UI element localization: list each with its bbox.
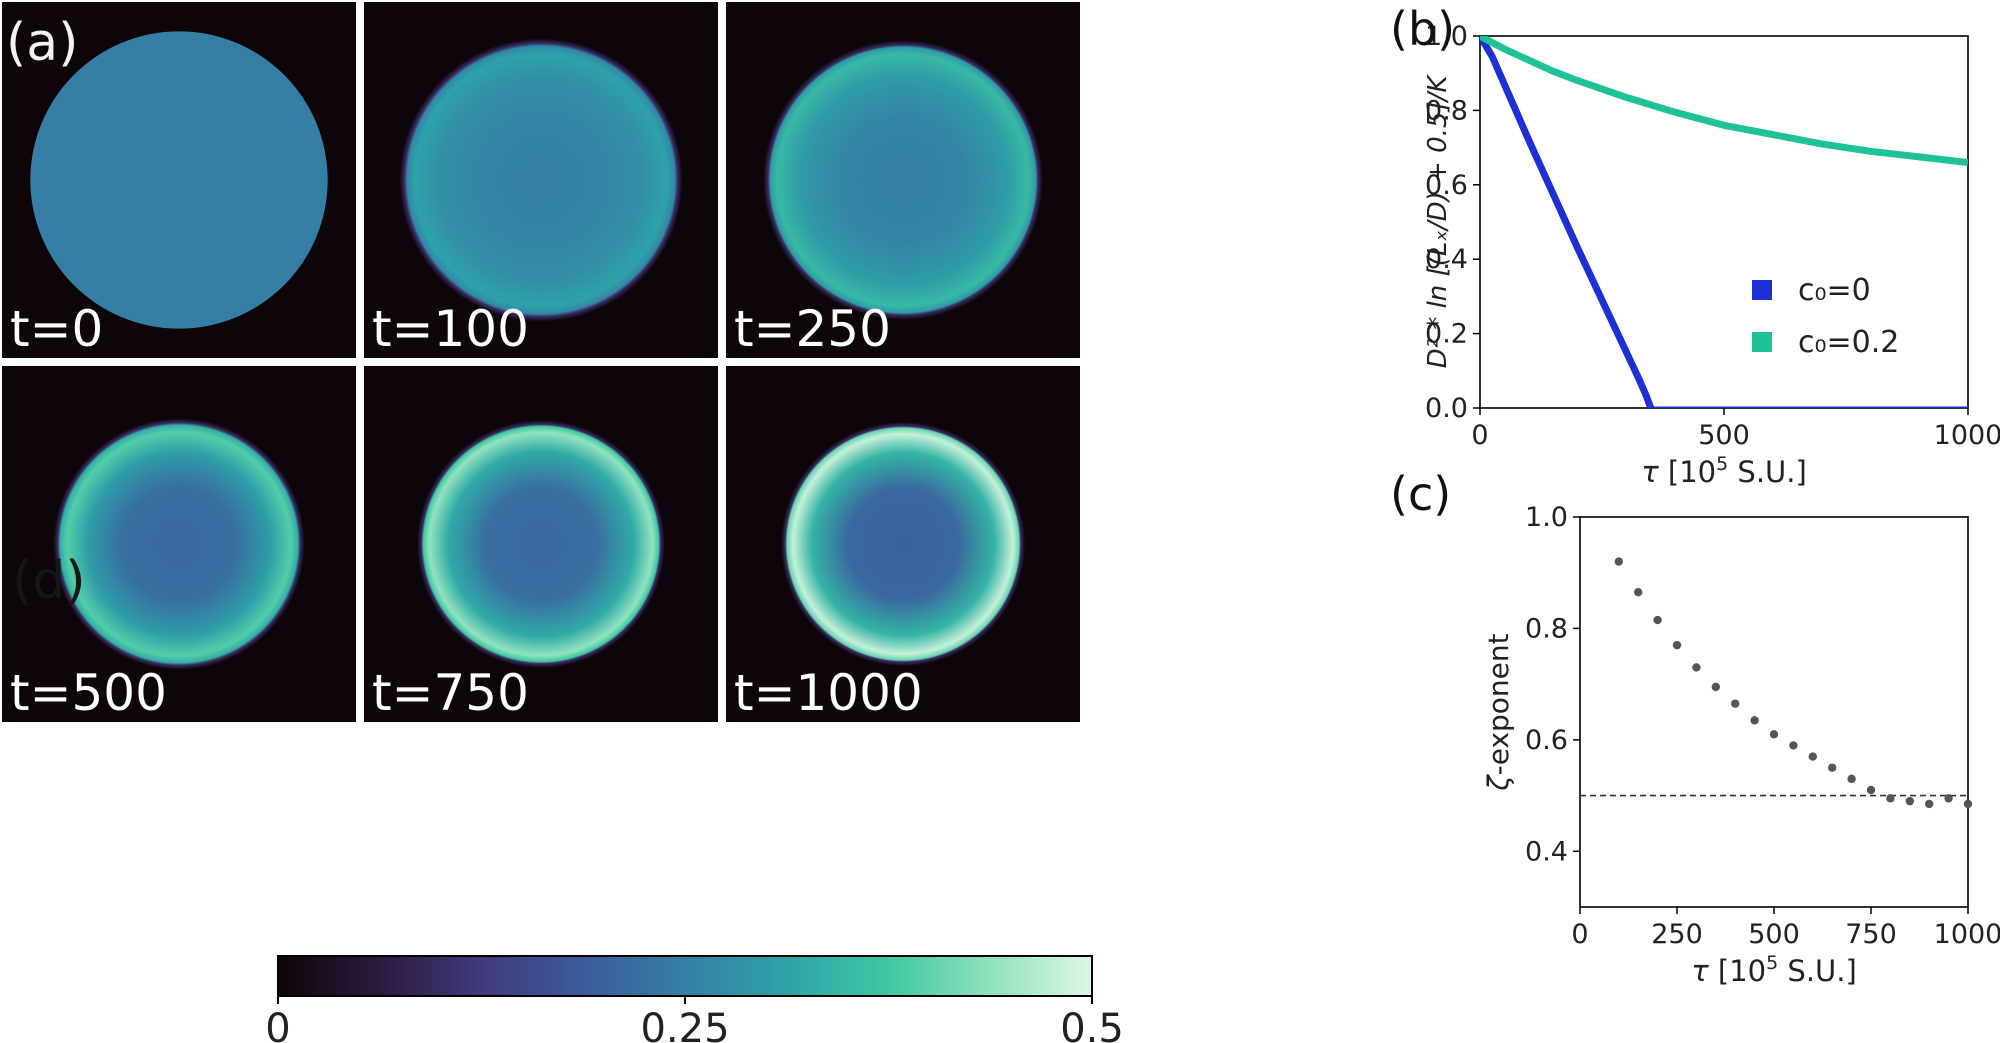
y-tick-label: 0.4 bbox=[1525, 836, 1568, 867]
panel-label-c: (c) bbox=[1390, 467, 1451, 521]
colorbar-tick-label: 0.5 bbox=[1060, 1006, 1124, 1043]
scatter-point bbox=[1672, 640, 1682, 650]
legend-label: c₀=0.2 bbox=[1798, 325, 1899, 360]
snapshot-time-label: t=1000 bbox=[734, 664, 923, 722]
scatter-point bbox=[1925, 799, 1934, 809]
colorbar-tick-label: 0 bbox=[265, 1006, 290, 1043]
legend-label: c₀=0 bbox=[1798, 273, 1871, 308]
droplet bbox=[30, 31, 328, 329]
x-tick-label: 500 bbox=[1748, 919, 1800, 950]
scatter-point bbox=[1614, 557, 1624, 566]
scatter-point bbox=[1731, 699, 1740, 708]
droplet bbox=[417, 420, 665, 668]
y-tick-label: 0.2 bbox=[1425, 319, 1468, 350]
y-tick-label: 0.0 bbox=[1425, 393, 1468, 424]
scatter-point bbox=[1963, 799, 1973, 809]
scatter-point bbox=[1847, 774, 1856, 784]
x-tick-label: 750 bbox=[1845, 919, 1897, 950]
legend-swatch bbox=[1752, 280, 1772, 300]
colorbar-gradient bbox=[277, 955, 1093, 997]
droplet bbox=[399, 38, 683, 322]
x-tick-label: 0 bbox=[1471, 420, 1488, 451]
colorbar-tick-label: 0.25 bbox=[640, 1006, 729, 1043]
scatter-point bbox=[1866, 785, 1876, 795]
scatter-point bbox=[1750, 716, 1759, 725]
snapshot-time-label: t=100 bbox=[372, 300, 529, 358]
y-tick-label: 0.6 bbox=[1525, 725, 1568, 756]
scatter-point bbox=[1769, 730, 1779, 739]
y-axis-label: D² * ln [(Lₓ/D) + 0.5]/K bbox=[1423, 74, 1453, 369]
scatter-point bbox=[1808, 752, 1818, 761]
scatter-point bbox=[1634, 588, 1643, 597]
scatter-point bbox=[1905, 796, 1915, 806]
scatter-point bbox=[1692, 663, 1701, 672]
scatter-point bbox=[1828, 763, 1837, 772]
scatter-point bbox=[1789, 741, 1798, 750]
panel-label-a: (a) bbox=[6, 13, 78, 73]
snapshot-time-label: t=750 bbox=[372, 664, 529, 722]
x-axis-label: τ [105 S.U.] bbox=[1691, 952, 1857, 988]
plot-frame bbox=[1579, 516, 1969, 908]
droplet bbox=[53, 418, 305, 670]
droplet bbox=[763, 40, 1043, 320]
scatter-point bbox=[1711, 682, 1721, 692]
droplet bbox=[780, 421, 1026, 667]
series-line-0 bbox=[1480, 36, 1655, 408]
y-tick-label: 0.8 bbox=[1425, 95, 1468, 126]
scatter-point bbox=[1653, 615, 1662, 625]
x-tick-label: 0 bbox=[1571, 919, 1588, 950]
chart-b: 0 500 1000 0.0 0.2 0.4 0.6 0.8 1.0 τ [105 S.U.] D²… bbox=[1423, 21, 2000, 489]
legend-swatch bbox=[1752, 332, 1772, 352]
colorbar: 0 0.25 0.5 bbox=[265, 955, 1124, 1043]
x-tick-label: 500 bbox=[1698, 420, 1750, 451]
x-tick-label: 250 bbox=[1651, 919, 1703, 950]
scatter-point bbox=[1886, 794, 1895, 803]
panel-label-b: (b) bbox=[1390, 2, 1455, 56]
x-axis-label: τ [105 S.U.] bbox=[1641, 453, 1807, 489]
y-tick-label: 0.6 bbox=[1425, 170, 1468, 201]
x-tick-label: 1000 bbox=[1934, 919, 2000, 950]
snapshot-time-label: t=0 bbox=[10, 300, 103, 358]
y-tick-label: 1.0 bbox=[1525, 502, 1568, 533]
y-tick-label: 1.0 bbox=[1425, 21, 1468, 52]
y-axis-label: ζ-exponent bbox=[1482, 633, 1515, 791]
series-line-1 bbox=[1480, 36, 1968, 166]
plot-frame bbox=[1479, 35, 1969, 409]
y-tick-label: 0.8 bbox=[1525, 613, 1568, 644]
snapshot-time-label: t=500 bbox=[10, 664, 167, 722]
snapshot-time-label: t=250 bbox=[734, 300, 891, 358]
scatter-point bbox=[1944, 794, 1953, 803]
panel-label-d: (d) bbox=[12, 551, 86, 611]
x-tick-label: 1000 bbox=[1934, 420, 2000, 451]
chart-c: 0 250 500 750 1000 0.4 0.6 0.8 1.0 τ [105 S.U.] ζ-… bbox=[1482, 502, 2000, 988]
panel-a-snapshots: t=0 t=100 t=250 t=500 t=750 t=1000 bbox=[2, 2, 1080, 722]
y-tick-label: 0.4 bbox=[1425, 244, 1468, 275]
